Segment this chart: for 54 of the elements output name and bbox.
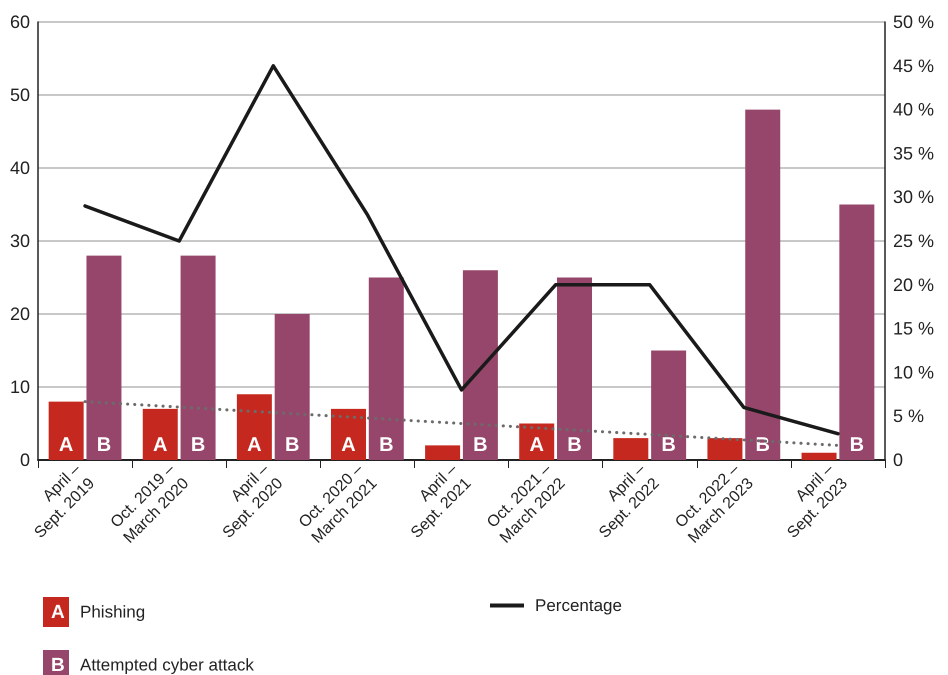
bar — [651, 350, 686, 460]
bar — [745, 110, 780, 460]
bar — [48, 402, 84, 460]
bar — [425, 445, 460, 460]
bar — [180, 256, 216, 460]
legend-label: Phishing — [80, 602, 146, 622]
y2-tick-label: 5 % — [893, 406, 924, 426]
y-tick-label: 0 — [20, 450, 30, 470]
data-label: B — [850, 434, 864, 456]
bar — [557, 278, 592, 460]
data-label: B — [661, 434, 676, 456]
data-label: B — [379, 434, 394, 456]
y2-tick-label: 40 % — [893, 100, 934, 120]
text: B — [51, 655, 65, 675]
data-label: A — [341, 434, 356, 456]
y-tick-label: 60 — [10, 12, 30, 32]
line-series — [83, 64, 840, 436]
y-tick-label: 20 — [10, 304, 30, 324]
y2-tick-label: 30 % — [893, 187, 934, 208]
legend-label: Percentage — [535, 596, 622, 615]
y2-tick-label: 35 % — [893, 143, 934, 164]
data-label: B — [567, 434, 582, 456]
y-tick-label: 10 — [10, 377, 30, 397]
y2-tick-label: 10 % — [893, 362, 934, 382]
text: A — [51, 602, 65, 623]
bar — [368, 278, 404, 460]
y-tick-label: 30 — [10, 231, 30, 251]
data-label: A — [247, 434, 262, 456]
bar — [142, 408, 178, 460]
data-label: B — [284, 434, 300, 456]
legend-label: Attempted cyber attack — [80, 656, 254, 674]
bar — [462, 270, 498, 460]
bar — [274, 314, 310, 460]
bar — [802, 452, 837, 460]
bar — [236, 394, 272, 460]
bar — [707, 438, 742, 460]
data-label: B — [190, 434, 206, 456]
data-label: A — [58, 434, 74, 456]
bar — [330, 408, 366, 460]
bar — [86, 256, 122, 460]
data-label: A — [529, 434, 544, 456]
y2-tick-label: 20 % — [893, 274, 934, 295]
data-label: B — [96, 434, 112, 456]
data-label: B — [473, 434, 488, 456]
y-tick-label: 40 — [10, 158, 30, 178]
y2-tick-label: 0 — [893, 450, 904, 470]
y2-tick-label: 25 % — [893, 231, 934, 251]
bar — [613, 438, 648, 460]
y2-tick-label: 50 % — [893, 12, 934, 32]
y2-tick-label: 15 % — [893, 318, 934, 339]
y-tick-label: 50 — [10, 85, 30, 105]
data-label: A — [153, 434, 168, 456]
y2-tick-label: 45 % — [893, 56, 934, 76]
bar — [839, 204, 874, 460]
